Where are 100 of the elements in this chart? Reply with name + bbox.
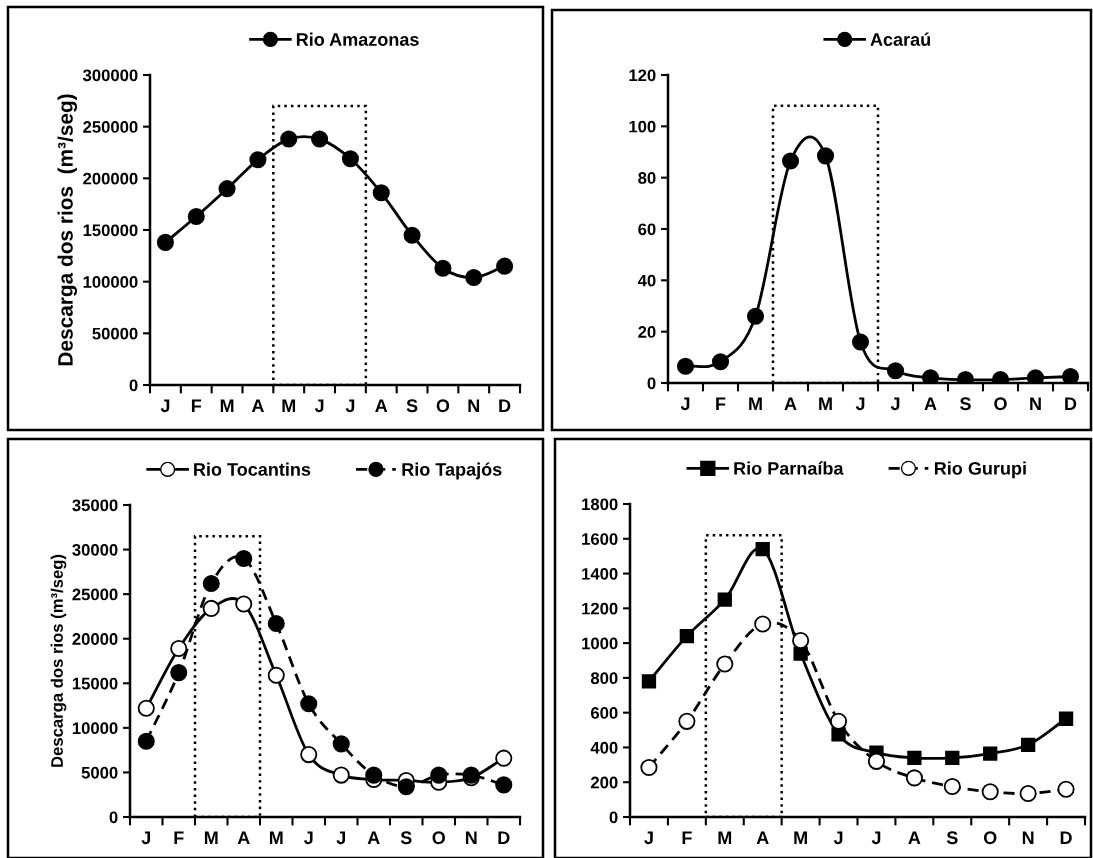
y-tick-label: 5000 (81, 766, 118, 779)
y-tick-label: 30000 (72, 543, 118, 556)
point (170, 664, 188, 682)
point (311, 130, 329, 148)
x-tick-label: J (314, 399, 324, 413)
point (711, 353, 730, 371)
point (341, 150, 359, 168)
point (397, 778, 415, 796)
x-tick-label: J (644, 831, 653, 845)
point (202, 599, 220, 617)
legend-label: Rio Tocantins (194, 462, 311, 476)
point (829, 712, 848, 730)
point (793, 646, 808, 661)
y-tick-label: 1600 (582, 533, 618, 545)
point (781, 152, 800, 170)
x-tick-label: S (946, 831, 958, 845)
point (496, 257, 514, 275)
point (717, 592, 732, 607)
point (249, 151, 267, 169)
point (218, 180, 236, 198)
point (943, 778, 961, 796)
y-tick-label: 1200 (582, 602, 618, 615)
x-tick-label: N (1030, 397, 1041, 410)
point (202, 574, 220, 592)
x-tick-label: M (749, 397, 762, 410)
point (495, 776, 513, 794)
point (792, 631, 810, 650)
x-tick-label: A (251, 399, 264, 412)
x-tick-label: J (680, 397, 690, 411)
x-tick-label: S (406, 399, 418, 413)
point (945, 750, 960, 766)
x-tick-label: J (141, 831, 151, 845)
point (678, 712, 696, 730)
point (746, 307, 765, 325)
x-tick-label: A (367, 831, 380, 844)
x-tick-label: J (833, 831, 843, 845)
y-tick-label: 1800 (582, 498, 618, 511)
x-tick-label: J (890, 397, 900, 411)
x-tick-label: D (498, 831, 510, 844)
x-tick-label: M (204, 831, 218, 844)
x-tick-label: M (794, 831, 807, 844)
point (137, 732, 155, 750)
x-tick-label: N (465, 831, 477, 844)
point (300, 695, 318, 713)
point (1019, 784, 1037, 803)
point (981, 783, 999, 801)
point (1058, 711, 1074, 726)
point (187, 208, 205, 226)
point (886, 362, 905, 380)
x-tick-label: F (191, 399, 202, 412)
x-tick-label: N (1022, 831, 1034, 844)
y-tick-label: 100000 (83, 276, 138, 288)
legend-label: Rio Gurupi (934, 461, 1026, 479)
x-tick-label: O (436, 399, 450, 413)
y-tick-label: 50000 (92, 327, 138, 340)
point (280, 130, 298, 148)
y-tick-label: 600 (591, 707, 618, 719)
y-axis-title: Descarga dos rios (m³/seg) (57, 94, 78, 366)
point (640, 758, 658, 776)
y-tick-label: 40 (637, 274, 656, 287)
point (983, 746, 998, 761)
legend-label: Rio Parnaíba (734, 461, 844, 475)
y-tick-label: 15000 (72, 677, 118, 690)
x-tick-label: D (1060, 831, 1072, 844)
x-tick-label: A (237, 831, 250, 844)
point (495, 749, 513, 767)
y-tick-label: 1400 (582, 567, 618, 580)
x-tick-label: D (1065, 397, 1077, 410)
y-tick-label: 200000 (83, 172, 138, 185)
point (434, 259, 452, 277)
y-tick-label: 0 (129, 379, 138, 392)
y-tick-label: 25000 (72, 588, 118, 601)
x-tick-label: D (499, 399, 511, 412)
y-tick-label: 20000 (72, 633, 118, 645)
y-tick-label: 120 (629, 69, 656, 82)
point (676, 357, 695, 375)
x-tick-label: M (269, 831, 283, 844)
point (641, 674, 657, 689)
point (1026, 369, 1045, 383)
point (300, 746, 318, 764)
point (754, 615, 772, 633)
point (755, 542, 770, 557)
x-tick-label: M (282, 399, 296, 412)
x-tick-label: A (756, 831, 769, 844)
point (679, 629, 695, 644)
x-tick-label: A (784, 397, 797, 410)
point (332, 735, 350, 753)
x-tick-label: S (960, 397, 971, 411)
point (831, 727, 846, 742)
point (332, 766, 350, 784)
y-tick-label: 400 (590, 741, 618, 754)
point (170, 639, 188, 658)
x-tick-label: M (220, 399, 234, 412)
point (716, 655, 734, 673)
point (867, 752, 886, 770)
point (465, 268, 483, 287)
y-tick-label: 800 (590, 672, 618, 685)
point (365, 766, 383, 784)
legend-label: Rio Tapajós (402, 462, 502, 480)
point (851, 333, 870, 351)
